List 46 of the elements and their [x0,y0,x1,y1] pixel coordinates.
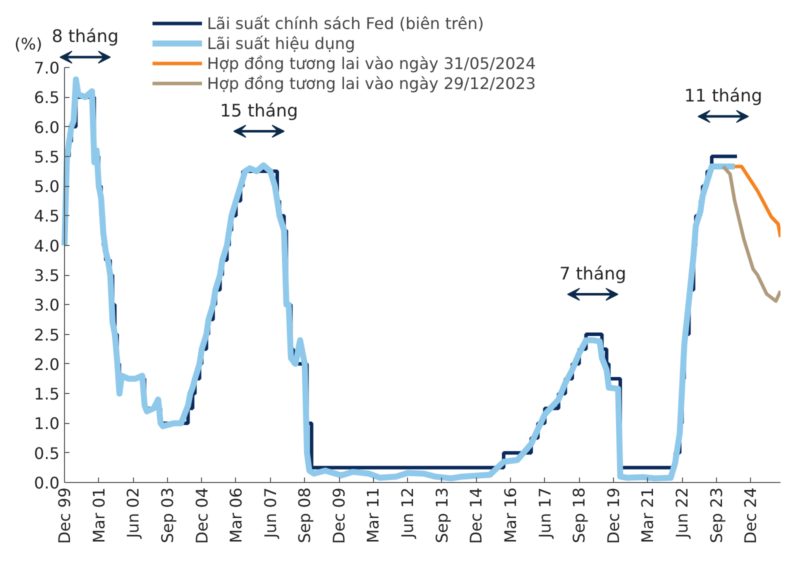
x-tick-label: Dec 24 [741,488,760,544]
legend-label: Lãi suất hiệu dụng [207,34,356,52]
y-tick-label: 0.5 [34,444,60,463]
x-tick-label: Dec 19 [604,488,623,544]
x-tick-label: Sep 18 [570,487,589,544]
y-tick-label: 4.5 [34,206,60,226]
annotation: 8 tháng [52,27,119,48]
x-tick-label: Dec 99 [55,488,74,544]
x-tick-label: Sep 23 [706,487,726,544]
x-tick-label: Sep 03 [158,487,177,544]
x-tick-label: Jun 22 [672,487,692,539]
y-tick-label: 2.0 [34,354,60,374]
y-tick-label: 6.0 [34,118,60,137]
legend-label: Lãi suất chính sách Fed (biên trên) [207,14,484,32]
y-axis-title: (%) [14,34,42,54]
x-tick-label: Jun 12 [398,487,418,539]
legend-label: Hợp đồng tương lai vào ngày 31/05/2024 [207,54,536,72]
x-tick-label: Mar 01 [89,487,108,544]
y-tick-label: 3.5 [34,266,60,285]
y-tick-label: 7.0 [34,58,60,78]
y-tick-label: 5.5 [34,147,60,166]
annotation: 11 tháng [684,86,762,106]
x-tick-label: Jun 17 [535,487,554,539]
y-tick-label: 2.5 [34,325,60,344]
annotation: 7 tháng [559,264,626,284]
x-tick-label: Mar 21 [638,487,658,544]
x-tick-label: Jun 02 [124,487,143,539]
x-tick-label: Dec 09 [330,488,349,544]
legend-label: Hợp đồng tương lai vào ngày 29/12/2023 [207,74,536,92]
x-tick-label: Sep 08 [295,487,314,544]
x-tick-label: Mar 16 [500,487,520,544]
line-series [732,164,780,239]
x-tick-label: Dec 14 [466,488,486,544]
y-tick-label: 3.0 [34,296,60,315]
y-tick-label: 5.0 [34,177,60,196]
line-series [721,164,780,303]
x-tick-label: Sep 13 [432,487,452,544]
x-tick-label: Mar 11 [364,487,383,544]
x-tick-label: Dec 04 [192,488,212,544]
annotation: 15 tháng [220,101,298,122]
y-tick-label: 4.0 [34,236,60,256]
x-tick-label: Mar 06 [226,487,246,544]
y-tick-label: 6.5 [34,88,60,108]
x-tick-label: Jun 07 [260,487,280,539]
y-tick-label: 1.0 [34,414,60,434]
y-tick-label: 1.5 [34,384,60,404]
